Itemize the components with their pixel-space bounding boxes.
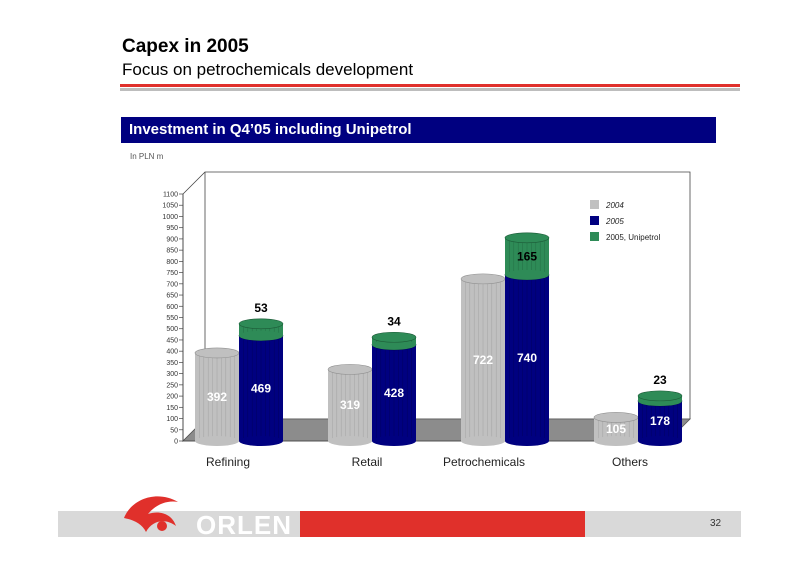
legend-swatch <box>590 200 599 209</box>
bar-unipetrol-1-cap <box>371 331 417 343</box>
page-title: Capex in 2005 <box>122 36 249 57</box>
bar-2005-2 <box>504 269 550 446</box>
header-rule-red <box>120 84 740 87</box>
capex-bar-chart: 0 50 100 150 200 250 300 350 400 450 500 550 600 650 7… <box>162 171 691 469</box>
bar-unipetrol-2-cap <box>504 232 550 244</box>
category-label: Others <box>612 455 648 469</box>
y-tick-label: 800 <box>166 259 178 266</box>
bar-2004-3-base <box>594 436 638 446</box>
y-tick-label: 250 <box>166 382 178 389</box>
data-label-unipetrol: 53 <box>254 301 268 315</box>
y-tick-label: 1050 <box>162 203 178 210</box>
chart-legend: 2004 2005 2005, Unipetrol <box>590 200 660 242</box>
y-tick-label: 0 <box>174 439 178 446</box>
y-tick-label: 100 <box>166 416 178 423</box>
bar-unipetrol-1-base <box>372 339 416 350</box>
bar-unipetrol-3-cap <box>637 390 683 402</box>
data-label-unipetrol: 34 <box>387 314 401 328</box>
bar-2004-2 <box>460 273 506 446</box>
y-tick-label: 600 <box>166 304 178 311</box>
data-label-unipetrol: 165 <box>517 249 537 263</box>
unit-label: In PLN m <box>130 152 164 161</box>
data-label-2004: 722 <box>473 353 493 367</box>
category-label: Retail <box>352 455 383 469</box>
y-tick-label: 300 <box>166 371 178 378</box>
data-label-2005: 178 <box>650 414 670 428</box>
orlen-logo-text: ORLEN <box>196 510 292 540</box>
page-number: 32 <box>710 518 722 529</box>
legend-label: 2005 <box>605 217 624 226</box>
y-tick-label: 850 <box>166 248 178 255</box>
data-label-2005: 469 <box>251 381 271 395</box>
y-tick-label: 450 <box>166 337 178 344</box>
bar-2004-0 <box>194 347 240 446</box>
y-tick-label: 550 <box>166 315 178 322</box>
category-label: Refining <box>206 455 250 469</box>
data-label-2005: 740 <box>517 351 537 365</box>
legend-label: 2005, Unipetrol <box>606 233 660 242</box>
data-label-2004: 105 <box>606 422 626 436</box>
bar-2004-1-base <box>328 436 372 446</box>
bar-unipetrol-1 <box>371 331 417 350</box>
bar-unipetrol-3 <box>637 390 683 407</box>
bar-2005-2-base <box>505 436 549 446</box>
data-label-2005: 428 <box>384 386 404 400</box>
data-label-unipetrol: 23 <box>653 373 667 387</box>
y-tick-label: 950 <box>166 225 178 232</box>
footer-red-band <box>300 511 585 537</box>
y-tick-label: 350 <box>166 360 178 367</box>
y-tick-label: 50 <box>170 427 178 434</box>
data-label-2004: 319 <box>340 398 360 412</box>
legend-swatch <box>590 216 599 225</box>
bar-2004-3-cap <box>593 412 639 423</box>
header-rule-grey <box>120 88 740 91</box>
y-tick-label: 200 <box>166 394 178 401</box>
bar-2004-0-cap <box>194 347 240 359</box>
bar-2004-1-cap <box>327 364 373 375</box>
bar-unipetrol-0 <box>238 318 284 341</box>
y-tick-label: 650 <box>166 293 178 300</box>
y-tick-label: 750 <box>166 270 178 277</box>
bar-2005-1-base <box>372 436 416 446</box>
bar-unipetrol-0-cap <box>238 318 284 330</box>
page-subtitle: Focus on petrochemicals development <box>122 60 414 79</box>
bar-2004-2-cap <box>460 273 506 285</box>
y-tick-label: 400 <box>166 349 178 356</box>
y-tick-label: 900 <box>166 236 178 243</box>
bar-2005-0-base <box>239 436 283 446</box>
section-banner: Investment in Q4’05 including Unipetrol <box>121 117 716 143</box>
legend-swatch <box>590 232 599 241</box>
data-label-2004: 392 <box>207 390 227 404</box>
bar-2005-3-base <box>638 436 682 446</box>
orlen-eagle-logo-icon <box>124 496 178 532</box>
bar-2004-3 <box>593 412 639 446</box>
bar-2004-2-base <box>461 436 505 446</box>
legend-label: 2004 <box>605 201 624 210</box>
bar-2005-0 <box>238 330 284 446</box>
category-label: Petrochemicals <box>443 455 525 469</box>
y-tick-label: 500 <box>166 326 178 333</box>
bar-unipetrol-2-base <box>505 269 549 280</box>
bar-unipetrol-2 <box>504 232 550 280</box>
y-tick-label: 1000 <box>162 214 178 221</box>
bar-2004-1 <box>327 364 373 446</box>
bar-2004-0-base <box>195 436 239 446</box>
y-tick-label: 150 <box>166 405 178 412</box>
y-tick-label: 1100 <box>163 192 178 199</box>
y-tick-label: 700 <box>166 281 178 288</box>
bar-unipetrol-0-base <box>239 330 283 341</box>
